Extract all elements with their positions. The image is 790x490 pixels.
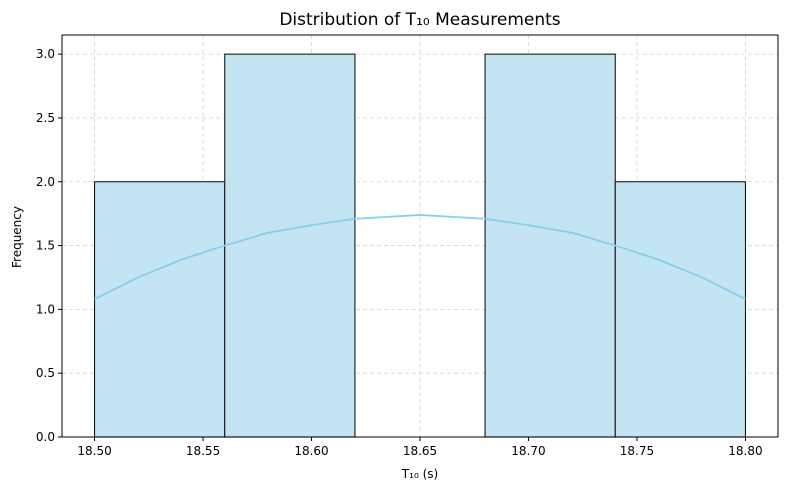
x-tick-label: 18.80	[728, 444, 762, 458]
chart-title: Distribution of T₁₀ Measurements	[279, 10, 560, 30]
histogram-bar-1	[93, 181, 226, 438]
y-tick-label: 2.0	[36, 175, 55, 189]
x-axis-ticks: 18.50 18.55 18.60 18.65 18.70 18.75 18.80	[77, 437, 763, 458]
kde-curve-group	[94, 214, 746, 300]
y-tick-label: 3.0	[36, 47, 55, 61]
y-tick-label: 0.5	[36, 366, 55, 380]
y-tick-label: 0.0	[36, 430, 55, 444]
histogram-bar-2	[224, 53, 356, 438]
histogram-bar-5	[614, 181, 747, 438]
y-axis-ticks: 0.0 0.5 1.0 1.5 2.0 2.5 3.0	[36, 47, 62, 444]
histogram-bar-4	[484, 53, 616, 438]
x-tick-label: 18.75	[620, 444, 654, 458]
y-axis-label: Frequency	[10, 206, 24, 268]
x-tick-label: 18.70	[511, 444, 545, 458]
x-tick-label: 18.60	[294, 444, 328, 458]
y-tick-label: 1.0	[36, 302, 55, 316]
kde-curve	[94, 214, 746, 300]
histogram-bars	[93, 53, 747, 438]
y-tick-label: 1.5	[36, 239, 55, 253]
x-tick-label: 18.50	[77, 444, 111, 458]
x-tick-label: 18.65	[403, 444, 437, 458]
y-tick-label: 2.5	[36, 111, 55, 125]
x-tick-label: 18.55	[186, 444, 220, 458]
x-axis-label: T₁₀ (s)	[401, 467, 438, 481]
